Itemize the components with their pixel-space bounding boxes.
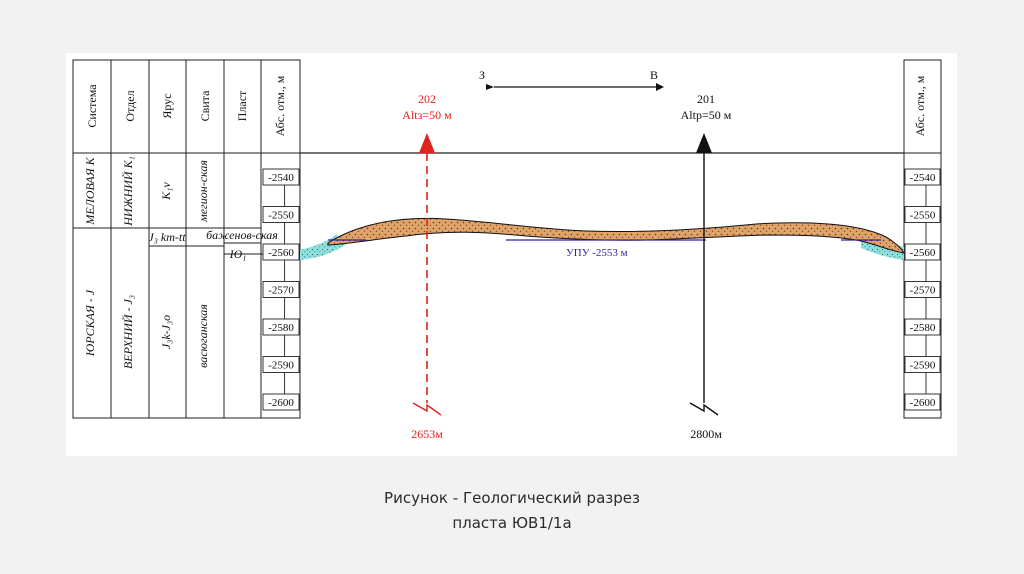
well-201-name: 201: [697, 92, 715, 106]
stage-upper-label: K₁v: [159, 182, 173, 201]
well-202-alt: Altз=50 м: [402, 108, 452, 122]
depth-scale-left: -2540 -2550 -2560 -2570 -2580 -2590 -2600: [262, 168, 300, 411]
column-header-layer: Пласт: [235, 90, 249, 121]
column-header-suite: Свита: [198, 90, 212, 121]
depth-right-tick-box: [904, 393, 941, 411]
depth-left-tick-box: [262, 243, 300, 261]
well-201-depth: 2800м: [690, 427, 722, 441]
column-header-system: Система: [85, 84, 99, 128]
depth-left-tick-box: [262, 168, 300, 186]
depth-scale-right: -2540 -2550 -2560 -2570 -2580 -2590 -2600: [904, 168, 941, 411]
dept-lower-label: ВЕРХНИЙ - J₃: [120, 295, 135, 369]
system-lower-label: ЮРСКАЯ - J: [83, 289, 97, 357]
depth-right-tick-box: [904, 243, 941, 261]
depth-left-tick-label: -2590: [268, 360, 294, 372]
suite-lower-label: васюганская: [196, 304, 210, 368]
well-202-marker: [419, 133, 435, 153]
column-header-depth: Абс. отм., м: [273, 75, 287, 136]
depth-left-tick-box: [262, 356, 300, 373]
depth-right-tick-label: -2560: [910, 247, 936, 259]
well-202-depth: 2653м: [411, 427, 443, 441]
depth-left-tick-label: -2580: [268, 322, 294, 334]
direction-arrow: [486, 83, 664, 91]
well-201: [689, 133, 719, 416]
depth-right-tick-box: [904, 318, 941, 336]
right-scale-frame: [903, 59, 942, 419]
depth-right-tick-label: -2600: [910, 397, 936, 409]
depth-right-tick-label: -2580: [910, 322, 936, 334]
depth-right-tick-box: [904, 356, 941, 373]
well-202-name: 202: [418, 92, 436, 106]
figure-caption-line2: пласта ЮВ1/1а: [452, 514, 572, 532]
depth-left-tick-label: -2540: [268, 172, 294, 184]
direction-east-label: В: [650, 68, 658, 82]
depth-left-tick-label: -2600: [268, 397, 294, 409]
dept-upper-label: НИЖНИЙ K₁: [120, 156, 135, 227]
depth-right-tick-label: -2570: [910, 285, 936, 297]
column-header-dept: Отдел: [123, 90, 137, 121]
stage-lower-label: J₃k-J₃o: [159, 315, 173, 349]
system-upper-label: МЕЛОВАЯ К: [83, 156, 97, 225]
depth-left-tick-label: -2560: [268, 247, 294, 259]
owc-label: УПУ -2553 м: [566, 247, 628, 259]
column-header-stage: Ярус: [160, 93, 174, 118]
figure-caption-line1: Рисунок - Геологический разрез: [384, 489, 640, 507]
stage-mid-label: J₃ km-tt: [148, 230, 186, 244]
layer-label: Ю₁: [229, 247, 247, 261]
depth-right-tick-label: -2540: [910, 172, 936, 184]
depth-right-tick-label: -2590: [910, 360, 936, 372]
well-201-marker: [696, 133, 712, 153]
section-drawing: Система Отдел Ярус Свита Пласт Абс. отм.…: [72, 59, 942, 441]
suite-mid-label: баженов-ская: [206, 228, 278, 242]
depth-left-tick-box: [262, 318, 300, 336]
geological-section: Система Отдел Ярус Свита Пласт Абс. отм.…: [66, 53, 957, 456]
depth-right-tick-label: -2550: [910, 210, 936, 222]
depth-right-tick-box: [904, 206, 941, 223]
depth-right-tick-box: [904, 281, 941, 298]
depth-left-tick-box: [262, 281, 300, 298]
depth-left-tick-box: [262, 206, 300, 223]
direction-west-label: З: [479, 68, 485, 82]
depth-left-tick-label: -2550: [268, 210, 294, 222]
reservoir-body: [327, 217, 905, 254]
depth-left-tick-box: [262, 393, 300, 411]
suite-upper-label: мегион-ская: [196, 160, 210, 223]
well-201-alt: Altр=50 м: [681, 108, 732, 122]
well-202: [412, 133, 442, 416]
right-axis-label: Абс. отм., м: [913, 75, 927, 136]
depth-right-tick-box: [904, 168, 941, 186]
depth-left-tick-label: -2570: [268, 285, 294, 297]
